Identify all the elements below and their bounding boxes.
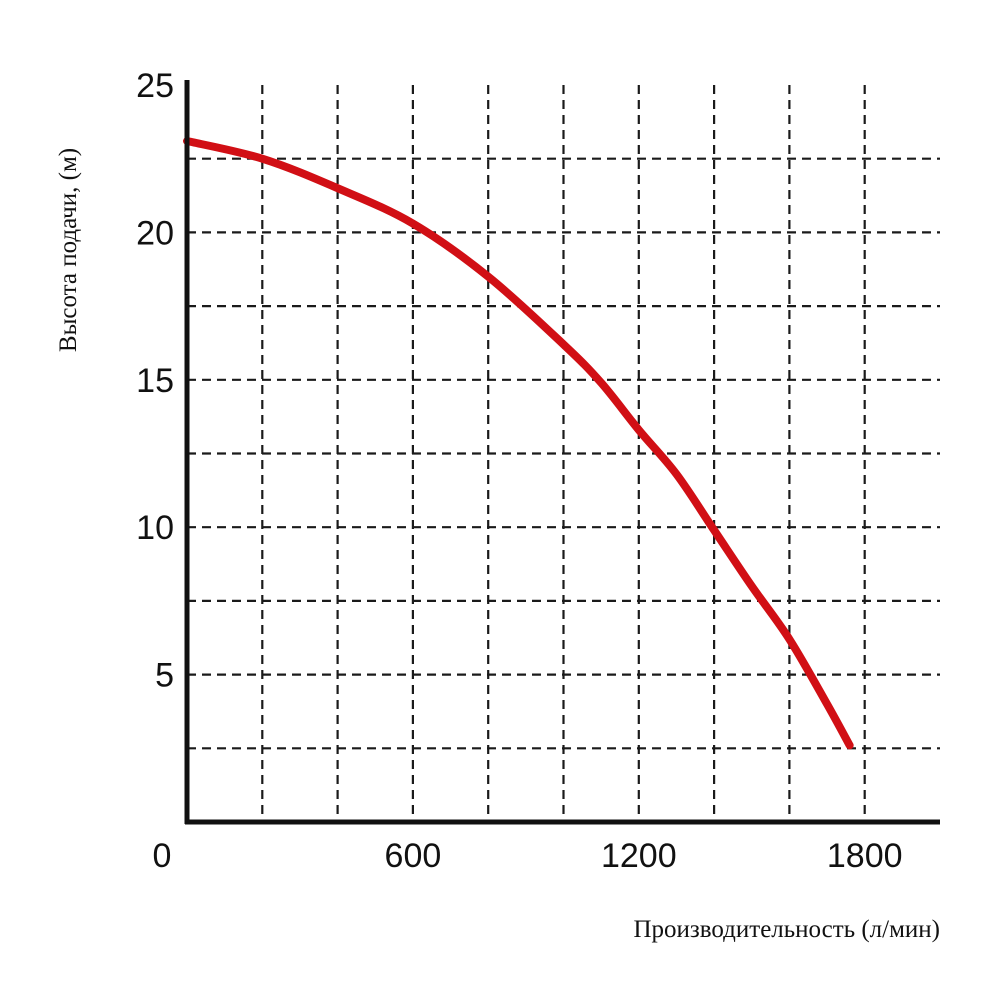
x-axis-title: Производительность (л/мин) (633, 916, 940, 943)
y-axis-title: Высота подачи, (м) (55, 148, 82, 352)
y-tick-label: 10 (136, 509, 174, 547)
x-tick-label: 600 (385, 837, 442, 875)
axes (184, 80, 940, 825)
head-flow-curve (183, 137, 854, 750)
x-tick-label: 0 (153, 837, 172, 875)
y-tick-label: 5 (155, 657, 174, 695)
x-tick-label: 1200 (601, 837, 677, 875)
tick-labels: 5 10 15 20 25 0 600 1200 1800 (136, 67, 902, 875)
y-tick-label: 15 (136, 362, 174, 400)
y-tick-label: 25 (136, 67, 174, 105)
x-tick-label: 1800 (827, 837, 903, 875)
y-tick-label: 20 (136, 214, 174, 252)
grid (187, 85, 940, 822)
series-layer (183, 137, 854, 750)
